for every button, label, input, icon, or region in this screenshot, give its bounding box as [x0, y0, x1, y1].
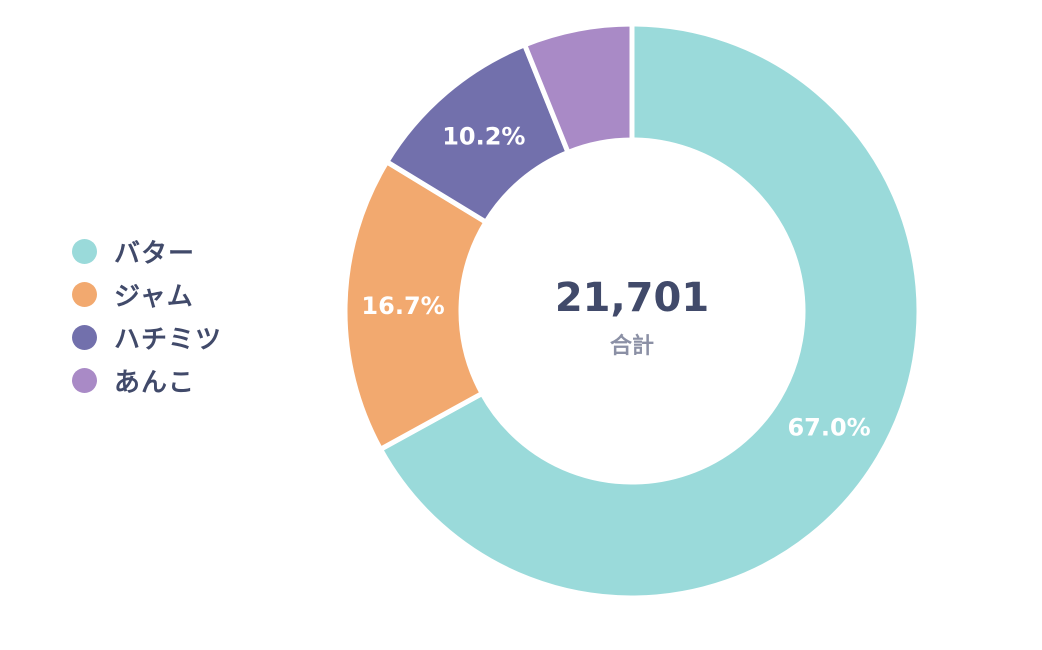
donut-slices [342, 21, 922, 601]
donut-slice-labels: 67.0% 16.7% 10.2% [361, 122, 870, 441]
legend-item-honey: ハチミツ [72, 316, 222, 359]
legend-swatch-jam [72, 282, 97, 307]
legend-label-anko: あんこ [114, 368, 196, 398]
legend-swatch-anko [72, 368, 97, 393]
slice-jam [342, 159, 489, 452]
slice-label-honey: 10.2% [442, 122, 525, 150]
chart-legend: バター ジャム ハチミツ あんこ [72, 230, 222, 402]
slice-anko [522, 21, 635, 155]
center-total: 21,701 [555, 275, 709, 321]
slice-butter [378, 21, 922, 601]
legend-label-butter: バター [114, 239, 196, 269]
legend-item-butter: バター [72, 230, 222, 273]
legend-label-honey: ハチミツ [114, 325, 223, 355]
legend-item-anko: あんこ [72, 359, 222, 402]
legend-item-jam: ジャム [72, 273, 222, 316]
legend-swatch-honey [72, 325, 97, 350]
center-caption: 合計 [610, 333, 654, 359]
legend-swatch-butter [72, 239, 97, 264]
legend-label-jam: ジャム [114, 282, 194, 312]
slice-label-butter: 67.0% [787, 414, 870, 442]
slice-label-jam: 16.7% [361, 292, 444, 320]
